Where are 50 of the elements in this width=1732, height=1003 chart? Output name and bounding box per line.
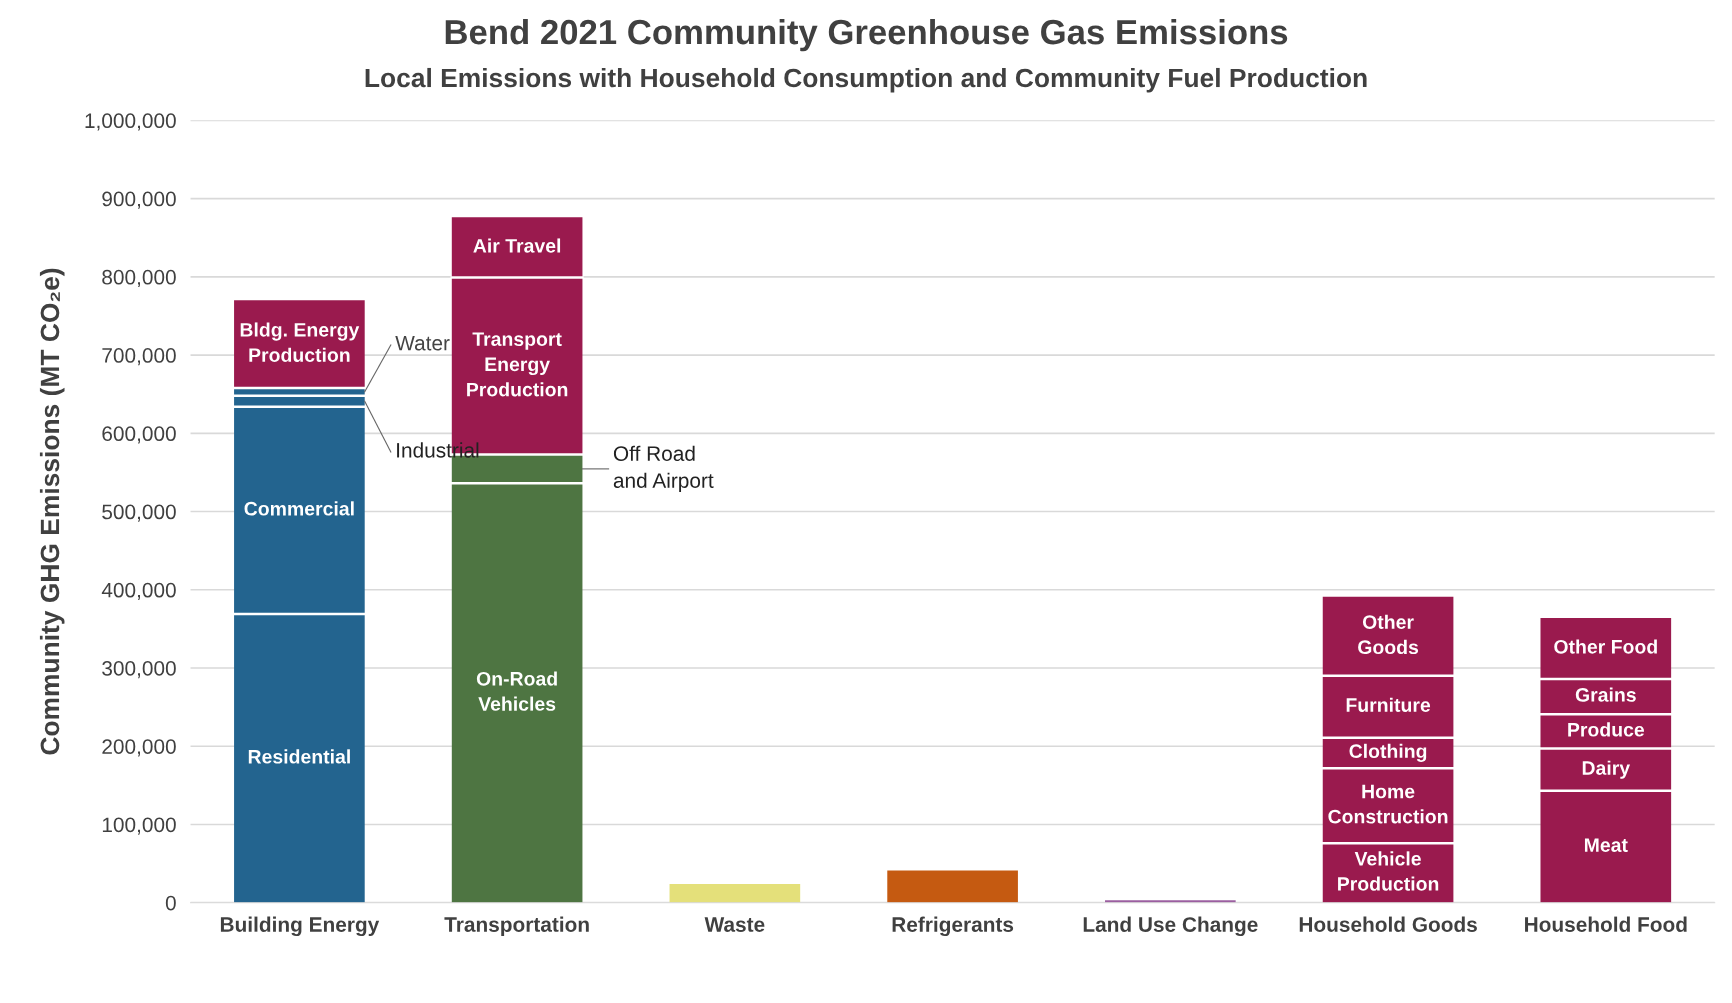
- series-label: Air Travel: [473, 238, 561, 253]
- x-tick-label: Refrigerants: [892, 916, 1014, 937]
- series-label: Clothing: [1349, 743, 1427, 762]
- series-label: Vehicle Production: [1338, 851, 1439, 891]
- y-tick-label: 800,000: [102, 269, 176, 288]
- x-tick-label: Transportation: [444, 916, 589, 937]
- y-axis-title: Community GHG Emissions (MT CO₂e): [39, 268, 65, 755]
- bar: [451, 217, 583, 278]
- bar: [669, 883, 801, 903]
- y-tick-label: 200,000: [102, 739, 176, 757]
- text: Water: [395, 335, 450, 351]
- text: Industrial: [397, 442, 479, 458]
- series-label: Off Road and Airport: [613, 445, 714, 493]
- bar: [887, 870, 1018, 903]
- bar: [234, 406, 365, 615]
- x-tick-label: Land Use Change: [1083, 916, 1258, 937]
- series-label: Furniture: [1346, 697, 1431, 712]
- y-tick-label: 100,000: [102, 817, 176, 835]
- series-label: Meat: [1584, 838, 1628, 852]
- x-tick-label: Building Energy: [220, 916, 380, 937]
- chart-title: Bend 2021 Community Greenhouse Gas Emissions: [445, 18, 1288, 52]
- series-label: Transport Energy Production: [467, 332, 568, 397]
- series-label: Produce: [1568, 722, 1645, 737]
- x-tick-label: Household Goods: [1299, 916, 1477, 932]
- bar: [1540, 748, 1672, 791]
- y-tick-label: 300,000: [102, 661, 176, 679]
- series-label: Home Construction: [1328, 784, 1448, 824]
- bar: [451, 483, 583, 903]
- series-label: Grains: [1575, 687, 1636, 702]
- series-label: Dairy: [1582, 760, 1631, 779]
- series-label: Bldg. Energy Production: [240, 322, 360, 362]
- bar: [1322, 596, 1454, 676]
- y-tick-label: 0: [165, 895, 176, 911]
- y-tick-label: 400,000: [101, 582, 176, 600]
- y-tick-label: 600,000: [102, 426, 176, 444]
- y-tick-label: 900,000: [102, 191, 176, 209]
- bar: [1540, 617, 1672, 679]
- x-tick-label: Household Food: [1525, 916, 1687, 932]
- series-label: Commercial: [244, 501, 354, 516]
- y-tick-label: 1,000,000: [85, 113, 176, 131]
- series-label: Other Goods: [1358, 614, 1419, 655]
- series-label: Residential: [248, 749, 350, 764]
- x-tick-label: Waste: [704, 917, 765, 932]
- bar: [234, 614, 365, 903]
- y-tick-label: 500,000: [102, 504, 176, 522]
- series-label: On-Road Vehicles: [476, 671, 557, 711]
- series-label: Other Food: [1554, 639, 1657, 654]
- chart-subtitle: Local Emissions with Household Consumption and Community Fuel Production: [365, 67, 1367, 93]
- y-tick-label: 700,000: [102, 348, 176, 366]
- bar: [1540, 790, 1672, 903]
